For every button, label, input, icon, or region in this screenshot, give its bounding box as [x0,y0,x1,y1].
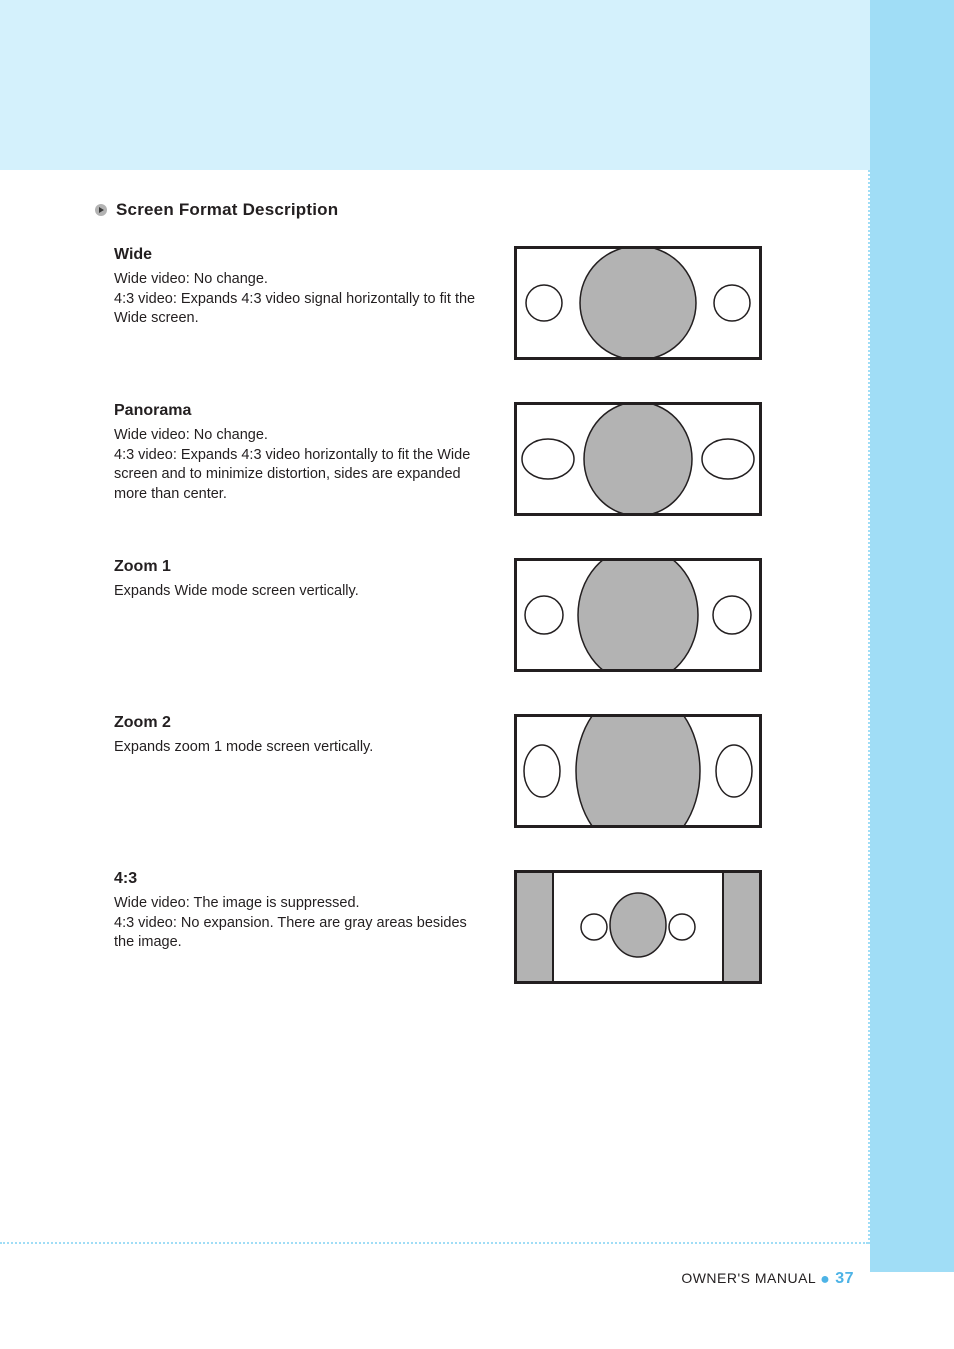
format-name: Panorama [114,402,484,420]
format-row: 4:3 Wide video: The image is suppressed.4… [94,870,784,984]
format-diagram [514,558,762,672]
dotted-border-right [868,170,870,1244]
format-row: Zoom 2 Expands zoom 1 mode screen vertica… [94,714,784,828]
format-text: Panorama Wide video: No change.4:3 video:… [114,402,484,504]
page: Screen Format Description Wide Wide video… [0,0,954,1349]
content-area: Screen Format Description Wide Wide video… [94,200,784,1026]
format-diagram [514,870,762,984]
section-title: Screen Format Description [116,200,338,220]
format-text: Wide Wide video: No change.4:3 video: Exp… [114,246,484,329]
format-text: Zoom 2 Expands zoom 1 mode screen vertica… [114,714,484,758]
format-text: Zoom 1 Expands Wide mode screen verticall… [114,558,484,602]
format-row: Wide Wide video: No change.4:3 video: Exp… [94,246,784,360]
footer: OWNER'S MANUAL ● 37 [681,1270,854,1289]
formats-list: Wide Wide video: No change.4:3 video: Exp… [94,246,784,984]
format-description: Wide video: No change.4:3 video: Expands… [114,270,484,329]
format-diagram [514,246,762,360]
footer-page-number: 37 [835,1270,854,1287]
section-title-row: Screen Format Description [94,200,784,220]
format-row: Zoom 1 Expands Wide mode screen verticall… [94,558,784,672]
footer-label: OWNER'S MANUAL [681,1270,815,1286]
dotted-border-bottom [0,1242,868,1244]
footer-dot-icon: ● [820,1271,835,1288]
format-row: Panorama Wide video: No change.4:3 video:… [94,402,784,516]
format-description: Expands zoom 1 mode screen vertically. [114,738,484,758]
format-name: Zoom 1 [114,558,484,576]
format-diagram [514,402,762,516]
format-description: Expands Wide mode screen vertically. [114,582,484,602]
top-band [0,0,954,170]
format-description: Wide video: The image is suppressed.4:3 … [114,894,484,953]
format-description: Wide video: No change.4:3 video: Expands… [114,426,484,504]
format-name: Wide [114,246,484,264]
format-diagram [514,714,762,828]
bullet-icon [94,203,108,217]
format-name: Zoom 2 [114,714,484,732]
right-band [870,0,954,1272]
format-name: 4:3 [114,870,484,888]
format-text: 4:3 Wide video: The image is suppressed.4… [114,870,484,953]
